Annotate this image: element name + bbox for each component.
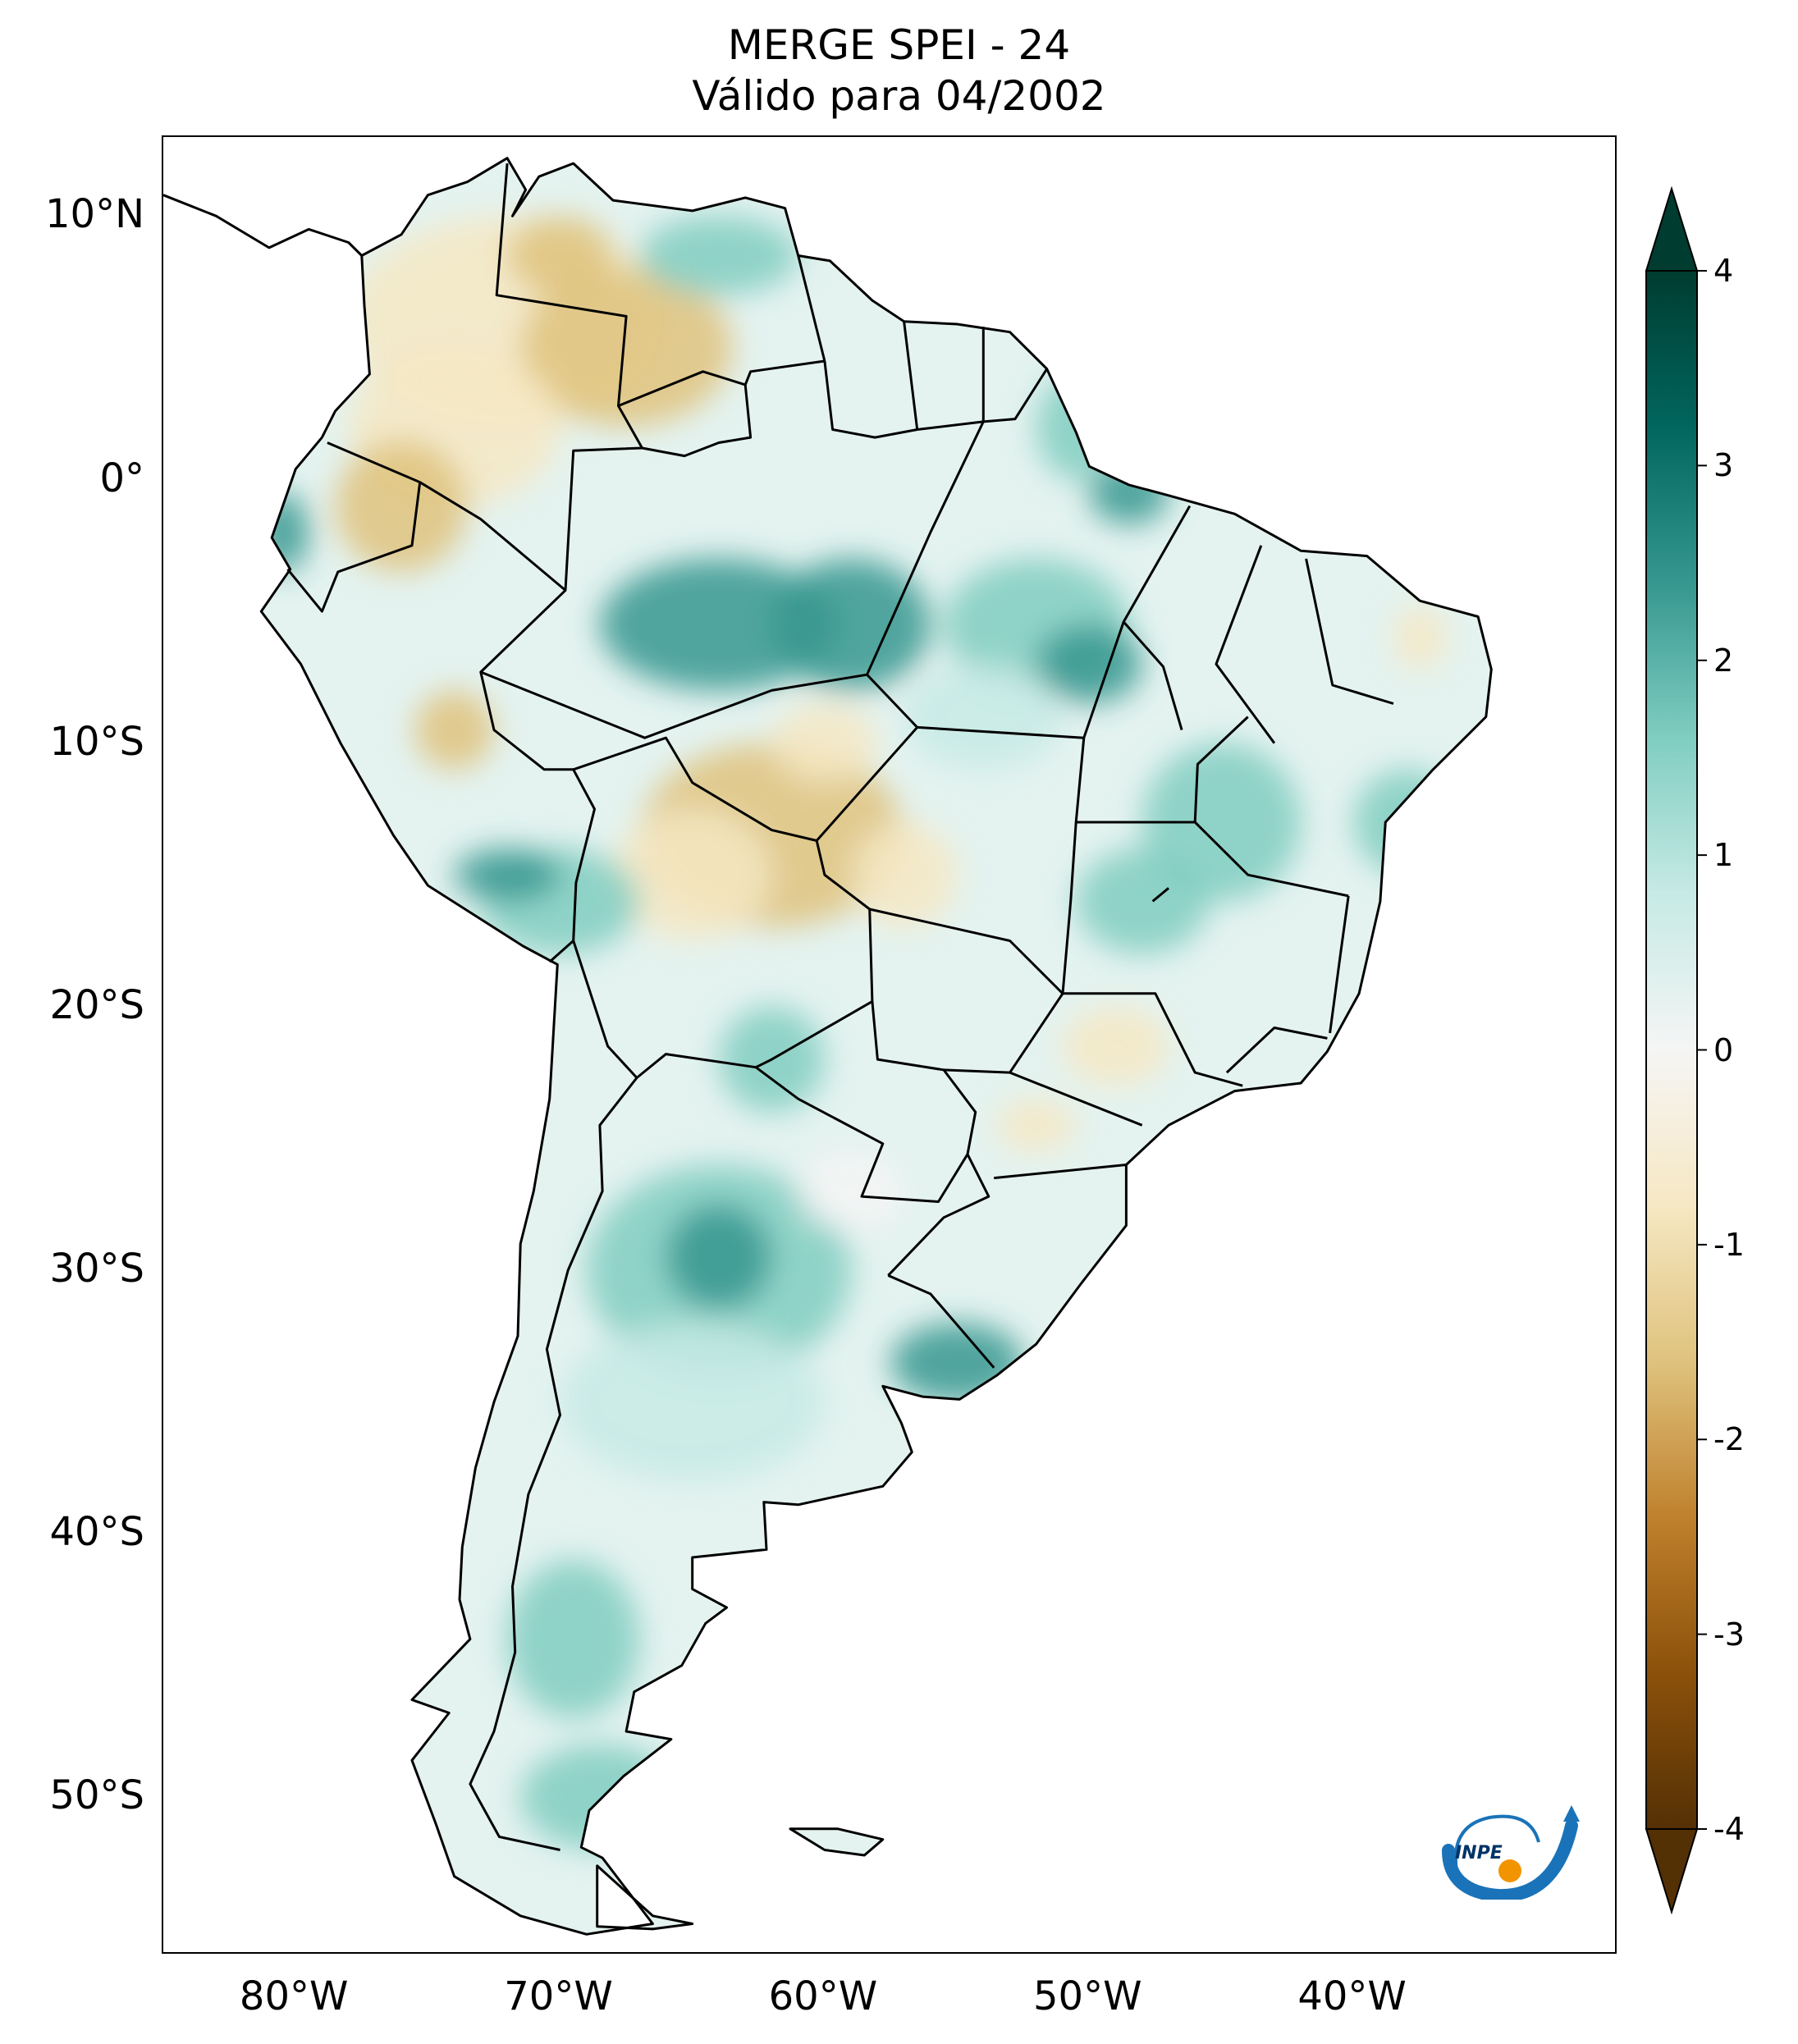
country-border — [1225, 1027, 1328, 1074]
spei-anomaly-blob — [890, 1323, 1023, 1402]
spei-anomaly-blob — [520, 1744, 679, 1850]
latitude-tick-label: 20°S — [49, 981, 144, 1028]
country-border — [469, 1077, 638, 1851]
spei-anomaly-field — [261, 216, 1460, 1850]
country-border — [1063, 992, 1243, 1087]
spei-anomaly-blob — [599, 558, 839, 691]
longitude-tick-label: 40°W — [1297, 1973, 1407, 2019]
spei-anomaly-blob — [507, 1560, 640, 1718]
country-border — [1305, 558, 1394, 705]
country-border — [887, 1154, 991, 1277]
longitude-tick-label: 50°W — [1032, 1973, 1142, 2019]
colorbar-tick-label: -2 — [1713, 1421, 1745, 1458]
country-border — [1151, 887, 1169, 903]
spei-anomaly-blob — [1036, 374, 1116, 480]
country-border — [797, 255, 826, 362]
country-border — [480, 670, 918, 739]
inpe-logo: INPE — [1442, 1805, 1580, 1900]
spei-anomaly-blob — [798, 1151, 904, 1231]
map-title: MERGE SPEI - 24 — [727, 21, 1071, 69]
latitude-tick-label: 10°S — [49, 718, 144, 765]
colorbar-tick-label: -1 — [1713, 1226, 1745, 1263]
svg-text:INPE: INPE — [1455, 1843, 1503, 1863]
spei-anomaly-blob — [666, 1204, 772, 1310]
spei-anomaly-blob — [1076, 848, 1209, 954]
spei-anomaly-blob — [613, 808, 772, 941]
coastline-tierra-del-fuego — [596, 1864, 694, 1931]
spei-anomaly-blob — [1393, 606, 1447, 670]
colorbar-tick-label: 2 — [1713, 642, 1734, 679]
country-borders — [163, 157, 1493, 1936]
map-subtitle: Válido para 04/2002 — [692, 72, 1106, 120]
spei-anomaly-blob — [414, 690, 494, 770]
country-border — [573, 736, 874, 1069]
colorbar-scale — [1645, 270, 1698, 1830]
spei-anomaly-blob — [851, 822, 958, 928]
country-border — [887, 1274, 995, 1369]
country-border — [1123, 620, 1183, 731]
latitude-tick-label: 0° — [99, 455, 144, 501]
country-border — [816, 726, 918, 842]
spei-anomaly-blob — [454, 848, 560, 902]
country-border — [286, 482, 422, 613]
colorbar-tick-label: 1 — [1713, 837, 1734, 874]
spei-map — [163, 157, 1493, 1936]
country-border — [1009, 1071, 1143, 1127]
longitude-tick-label: 80°W — [239, 1973, 349, 2019]
spei-anomaly-blob — [771, 558, 931, 691]
country-border — [327, 162, 643, 592]
spei-anomaly-blob — [904, 664, 1064, 770]
country-border — [743, 359, 826, 386]
spei-anomaly-blob — [335, 440, 468, 572]
spei-anomaly-blob — [996, 1099, 1077, 1152]
colorbar-extend-max — [1645, 185, 1699, 272]
coastline — [259, 157, 1493, 1936]
colorbar-tick-label: 0 — [1713, 1031, 1734, 1068]
country-border — [1329, 895, 1350, 1034]
longitude-tick-label: 70°W — [504, 1973, 613, 2019]
latitude-tick-label: 30°S — [49, 1245, 144, 1292]
country-border — [994, 1164, 1127, 1180]
longitude-tick-label: 60°W — [768, 1973, 878, 2019]
latitude-tick-label: 40°S — [49, 1509, 144, 1556]
country-border — [866, 421, 985, 675]
country-border — [617, 370, 753, 458]
colorbar-tick-label: 3 — [1713, 447, 1734, 484]
colorbar-tick-label: 4 — [1713, 253, 1734, 289]
latitude-tick-label: 10°N — [45, 191, 144, 238]
colorbar-extend-min — [1645, 1828, 1699, 1915]
coastline-central-america — [163, 194, 363, 257]
country-border — [1215, 545, 1276, 744]
country-border — [1061, 821, 1077, 994]
spei-anomaly-blob — [639, 216, 798, 295]
country-border — [903, 321, 919, 430]
latitude-tick-label: 50°S — [49, 1772, 144, 1819]
colorbar-tick-label: -4 — [1713, 1811, 1745, 1847]
coastline-falklands — [789, 1827, 885, 1857]
map-panel — [162, 135, 1617, 1954]
country-border — [755, 1001, 977, 1203]
spei-anomaly-blob — [771, 703, 878, 783]
spei-anomaly-blob — [560, 1323, 825, 1481]
spei-anomaly-blob — [1063, 1006, 1169, 1086]
spei-anomaly-blob — [507, 216, 614, 295]
country-border — [1194, 821, 1349, 898]
colorbar-tick-label: -3 — [1713, 1616, 1745, 1653]
country-border — [917, 505, 1192, 739]
spei-anomaly-blob — [1353, 769, 1460, 876]
